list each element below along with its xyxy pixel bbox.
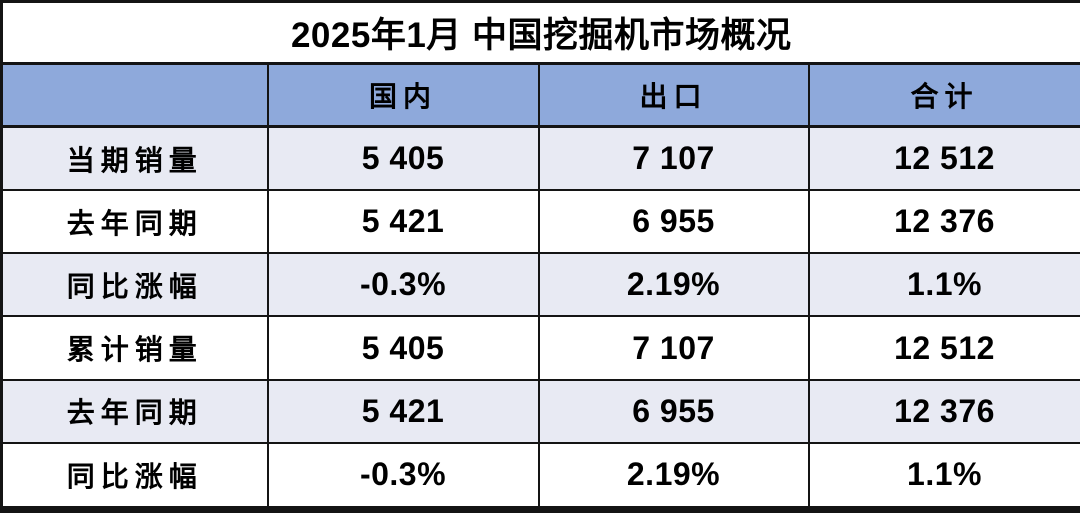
- cell-total: 1.1%: [807, 252, 1080, 318]
- row-label: 当期销量: [0, 125, 269, 192]
- header-cell-domestic: 国内: [266, 63, 540, 128]
- header-row: 国内 出口 合计: [0, 63, 1080, 128]
- cell-export: 7 107: [537, 315, 810, 381]
- cell-total: 12 376: [807, 378, 1080, 444]
- cell-domestic: 5 405: [266, 315, 540, 381]
- cell-export: 2.19%: [537, 441, 810, 511]
- header-cell-empty: [0, 63, 269, 128]
- table-row: 累计销量 5 405 7 107 12 512: [0, 315, 1080, 381]
- row-label: 去年同期: [0, 189, 269, 255]
- table-row: 当期销量 5 405 7 107 12 512: [0, 125, 1080, 192]
- table-row: 同比涨幅 -0.3% 2.19% 1.1%: [0, 252, 1080, 318]
- cell-total: 12 376: [807, 189, 1080, 255]
- header-cell-total: 合计: [807, 63, 1080, 128]
- row-label: 累计销量: [0, 315, 269, 381]
- cell-total: 1.1%: [807, 441, 1080, 511]
- table-row: 去年同期 5 421 6 955 12 376: [0, 378, 1080, 444]
- cell-total: 12 512: [807, 125, 1080, 192]
- row-label: 去年同期: [0, 378, 269, 444]
- cell-domestic: 5 405: [266, 125, 540, 192]
- table-body: 当期销量 5 405 7 107 12 512 去年同期 5 421 6 955…: [0, 125, 1080, 511]
- cell-export: 6 955: [537, 378, 810, 444]
- cell-total: 12 512: [807, 315, 1080, 381]
- table-row: 去年同期 5 421 6 955 12 376: [0, 189, 1080, 255]
- cell-export: 6 955: [537, 189, 810, 255]
- table-title: 2025年1月 中国挖掘机市场概况: [1, 1, 1080, 65]
- table-row: 同比涨幅 -0.3% 2.19% 1.1%: [0, 441, 1080, 511]
- cell-domestic: 5 421: [266, 378, 540, 444]
- cell-export: 2.19%: [537, 252, 810, 318]
- cell-domestic: -0.3%: [266, 441, 540, 511]
- cell-domestic: 5 421: [266, 189, 540, 255]
- title-row: 2025年1月 中国挖掘机市场概况: [1, 1, 1080, 65]
- cell-domestic: -0.3%: [266, 252, 540, 318]
- row-label: 同比涨幅: [0, 252, 269, 318]
- cell-export: 7 107: [537, 125, 810, 192]
- header-cell-export: 出口: [537, 63, 810, 128]
- row-label: 同比涨幅: [0, 441, 269, 511]
